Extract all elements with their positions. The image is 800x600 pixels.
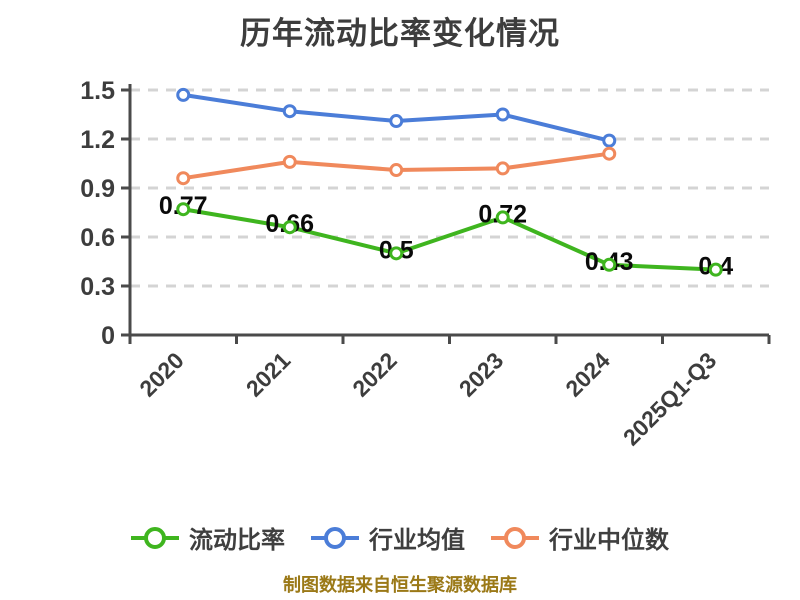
legend-label: 流动比率 <box>189 527 285 554</box>
y-tick-label: 0.6 <box>80 224 115 252</box>
data-point-industry-median[interactable] <box>389 163 404 178</box>
x-tick-label: 2022 <box>347 347 402 402</box>
x-tick-label: 2025Q1-Q3 <box>618 347 721 450</box>
data-point-current-ratio[interactable] <box>282 220 297 235</box>
data-point-industry-median[interactable] <box>176 171 191 186</box>
legend-item-industry-mean[interactable]: 行业均值 <box>311 520 465 555</box>
data-point-current-ratio[interactable] <box>708 262 723 277</box>
legend-item-industry-median[interactable]: 行业中位数 <box>491 520 669 555</box>
data-point-industry-mean[interactable] <box>602 133 617 148</box>
data-point-current-ratio[interactable] <box>602 257 617 272</box>
data-point-industry-median[interactable] <box>602 146 617 161</box>
chart-title: 历年流动比率变化情况 <box>240 16 560 51</box>
y-tick-label: 0 <box>101 322 115 350</box>
x-tick-label: 2024 <box>560 347 615 402</box>
legend-marker-industry-median <box>491 526 539 549</box>
data-point-current-ratio[interactable] <box>495 210 510 225</box>
y-tick-label: 0.3 <box>80 273 115 301</box>
data-point-current-ratio[interactable] <box>176 202 191 217</box>
x-tick-label: 2021 <box>241 347 296 402</box>
data-source-note: 制图数据来自恒生聚源数据库 <box>283 575 517 595</box>
y-tick-label: 0.9 <box>80 175 115 203</box>
x-tick-label: 2020 <box>134 347 189 402</box>
y-tick-label: 1.5 <box>80 77 115 105</box>
legend-label: 行业中位数 <box>549 527 669 554</box>
data-point-industry-mean[interactable] <box>282 104 297 119</box>
legend-marker-industry-mean <box>311 526 359 549</box>
data-point-industry-median[interactable] <box>495 161 510 176</box>
data-point-industry-mean[interactable] <box>389 114 404 129</box>
legend-label: 行业均值 <box>369 527 465 554</box>
legend-marker-current-ratio <box>131 526 179 549</box>
data-point-current-ratio[interactable] <box>389 246 404 261</box>
data-point-industry-mean[interactable] <box>176 87 191 102</box>
data-point-industry-mean[interactable] <box>495 107 510 122</box>
legend: 流动比率 行业均值 行业中位数 <box>0 520 800 555</box>
y-tick-label: 1.2 <box>80 126 115 154</box>
data-point-industry-median[interactable] <box>282 154 297 169</box>
x-tick-label: 2023 <box>454 347 509 402</box>
series-line-current-ratio <box>181 207 718 272</box>
legend-item-current-ratio[interactable]: 流动比率 <box>131 520 285 555</box>
